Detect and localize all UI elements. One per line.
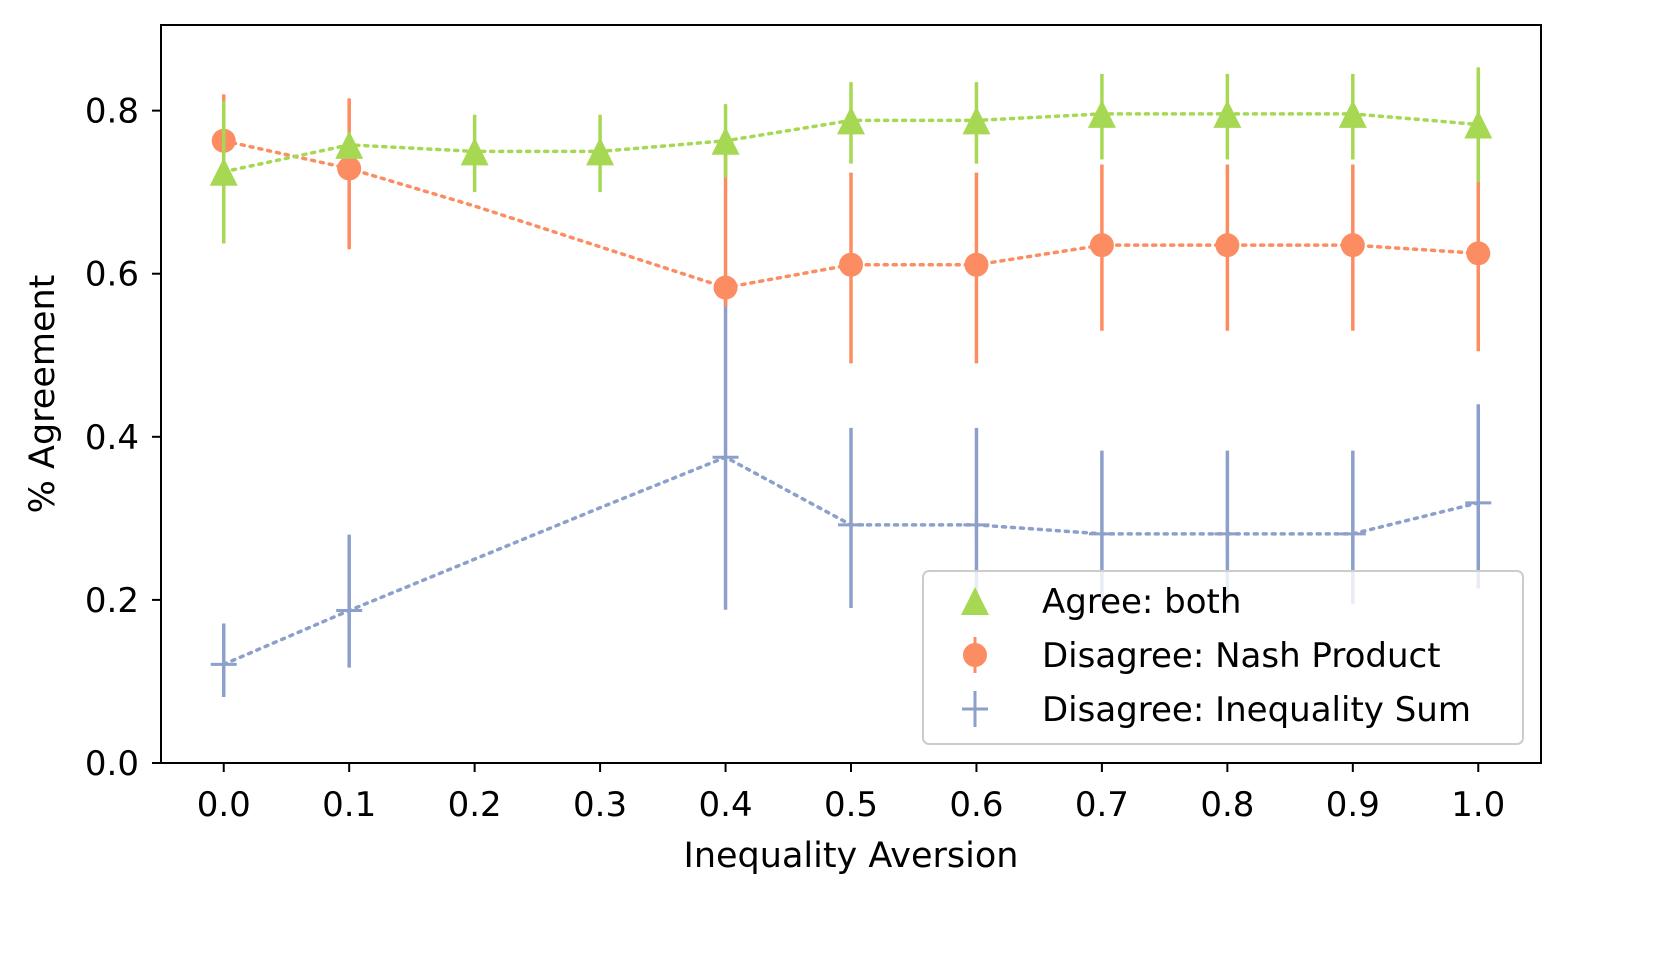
legend-entry-agree-both: Agree: both (961, 582, 1241, 622)
data-point (1340, 233, 1365, 258)
data-point (713, 275, 738, 300)
y-tick-label: 0.4 (85, 418, 139, 458)
x-tick-label: 0.6 (949, 785, 1003, 825)
plot-area (209, 67, 1493, 697)
x-tick-label: 0.5 (824, 785, 878, 825)
series-0 (209, 67, 1493, 244)
legend: Agree: both Disagree: Nash Product Disag… (922, 570, 1524, 745)
legend-entry-disagree-inequality-sum: Disagree: Inequality Sum (962, 690, 1471, 730)
x-axis-label: Inequality Aversion (684, 836, 1019, 876)
data-point (1214, 520, 1241, 547)
data-point (838, 511, 864, 538)
data-point (1466, 241, 1491, 266)
data-point (210, 651, 237, 678)
data-point (1464, 110, 1493, 139)
legend-marker (962, 696, 988, 722)
data-point (962, 106, 991, 135)
data-point (337, 156, 362, 181)
data-point (335, 130, 364, 159)
y-tick-label: 0.2 (85, 581, 139, 621)
data-point (1465, 489, 1492, 516)
data-point (209, 157, 238, 186)
y-tick-label: 0.8 (85, 92, 139, 132)
data-point (460, 137, 489, 166)
data-point (711, 126, 740, 155)
x-tick-label: 0.4 (699, 785, 753, 825)
data-point (1215, 233, 1240, 258)
data-point (712, 444, 739, 471)
data-point (1088, 520, 1115, 547)
data-point (586, 137, 615, 166)
x-tick-label: 0.0 (197, 785, 251, 825)
legend-label-disagree-nash-product: Disagree: Nash Product (1042, 636, 1441, 676)
data-point (1087, 99, 1116, 128)
y-tick-label: 0.6 (85, 255, 139, 295)
x-tick-label: 0.8 (1200, 785, 1254, 825)
data-point (1339, 520, 1366, 547)
legend-label-agree-both: Agree: both (1042, 582, 1241, 622)
x-tick-label: 0.1 (322, 785, 376, 825)
legend-label-disagree-inequality-sum: Disagree: Inequality Sum (1042, 690, 1471, 730)
data-point (1213, 99, 1242, 128)
x-tick-label: 0.7 (1075, 785, 1129, 825)
x-tick-label: 0.3 (573, 785, 627, 825)
data-point (839, 252, 863, 277)
legend-box (922, 570, 1524, 745)
data-point (1338, 99, 1367, 128)
x-tick-label: 0.2 (448, 785, 502, 825)
data-point (1089, 233, 1114, 258)
data-point (963, 511, 990, 538)
data-point (336, 597, 363, 624)
data-point (964, 252, 989, 277)
legend-entry-disagree-nash-product: Disagree: Nash Product (963, 636, 1441, 676)
y-axis-label: % Agreement (23, 275, 63, 514)
x-tick-label: 0.9 (1326, 785, 1380, 825)
legend-marker (961, 587, 989, 615)
legend-marker (963, 643, 987, 667)
x-tick-label: 1.0 (1451, 785, 1505, 825)
data-point (837, 106, 865, 135)
y-tick-label: 0.0 (85, 744, 139, 784)
axis-ticks: 0.0 0.1 0.2 0.3 0.4 0.5 0.6 0.7 0.8 0.9 1.0 0.0 0.2 0… (85, 92, 1505, 825)
